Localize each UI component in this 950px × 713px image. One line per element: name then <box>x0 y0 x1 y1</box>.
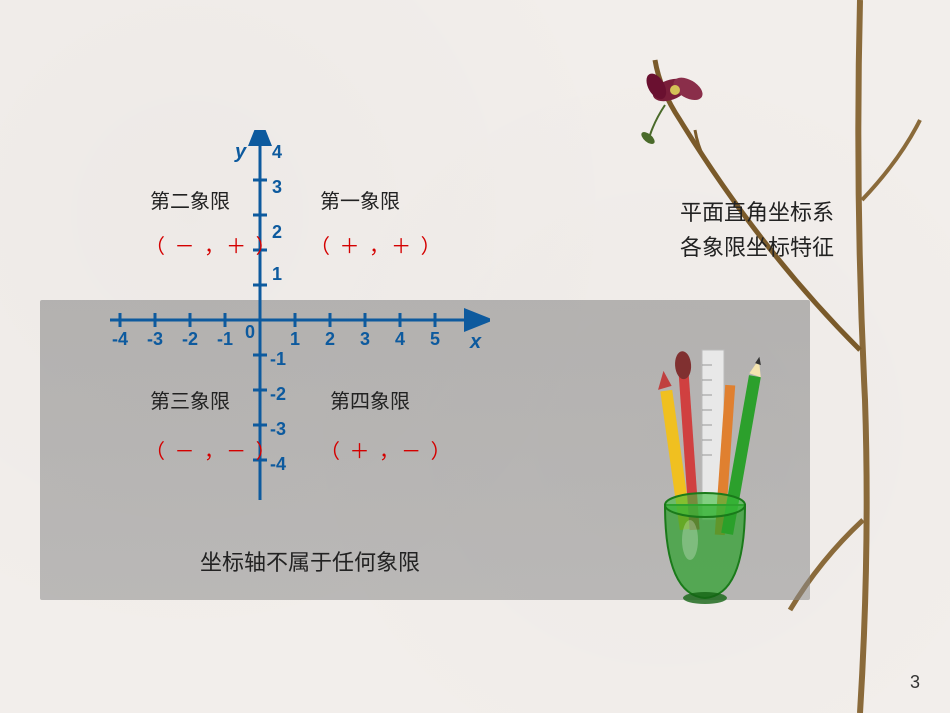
title-line-1: 平面直角坐标系 <box>680 195 834 227</box>
svg-text:5: 5 <box>430 329 440 349</box>
svg-text:1: 1 <box>272 264 282 284</box>
svg-text:-4: -4 <box>112 329 128 349</box>
svg-text:4: 4 <box>272 142 282 162</box>
svg-text:2: 2 <box>325 329 335 349</box>
quadrant-4-sign: （ ＋ ，－ ） <box>320 435 453 464</box>
quadrant-1-label: 第一象限 <box>320 185 400 214</box>
svg-text:-2: -2 <box>182 329 198 349</box>
svg-text:-1: -1 <box>217 329 233 349</box>
svg-text:-3: -3 <box>147 329 163 349</box>
origin-label: 0 <box>245 322 255 342</box>
y-axis-label: y <box>234 141 247 163</box>
x-axis-label: x <box>469 331 482 353</box>
svg-text:4: 4 <box>395 329 405 349</box>
svg-text:-1: -1 <box>270 349 286 369</box>
quadrant-3-sign: （ － ，－ ） <box>145 435 278 464</box>
quadrant-1-sign: （ ＋ ，＋ ） <box>310 230 443 259</box>
quadrant-4-label: 第四象限 <box>330 385 410 414</box>
quadrant-3-label: 第三象限 <box>150 385 230 414</box>
svg-text:3: 3 <box>272 177 282 197</box>
quadrant-2-sign: （ － ，＋ ） <box>145 230 278 259</box>
title-line-2: 各象限坐标特征 <box>680 230 834 262</box>
footer-note: 坐标轴不属于任何象限 <box>200 545 420 577</box>
page-number: 3 <box>910 672 920 693</box>
svg-text:1: 1 <box>290 329 300 349</box>
svg-text:3: 3 <box>360 329 370 349</box>
svg-text:-2: -2 <box>270 384 286 404</box>
quadrant-2-label: 第二象限 <box>150 185 230 214</box>
